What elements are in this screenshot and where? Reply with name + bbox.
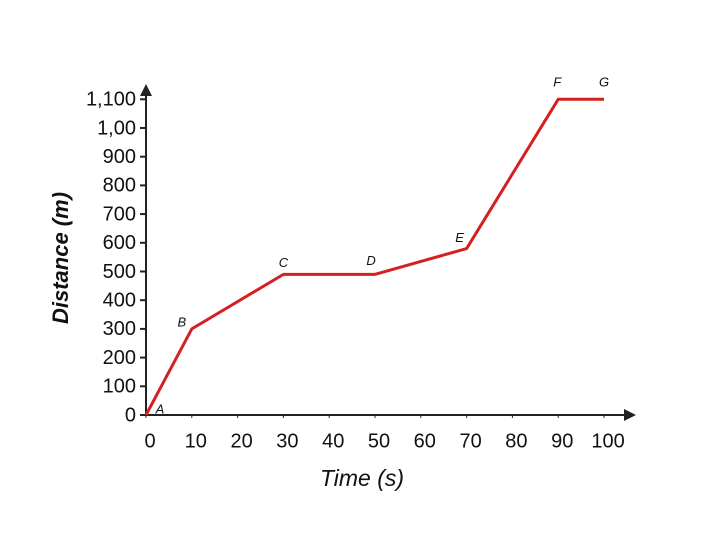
y-tick-label: 700 — [103, 203, 136, 225]
point-label: B — [177, 314, 186, 329]
y-tick-label: 0 — [125, 404, 136, 426]
x-tick-label: 90 — [551, 430, 573, 452]
y-tick-label: 900 — [103, 146, 136, 168]
y-tick-label: 200 — [103, 347, 136, 369]
x-tick-label: 100 — [591, 430, 624, 452]
x-tick-label: 40 — [322, 430, 344, 452]
x-tick-label: 0 — [144, 430, 155, 452]
y-axis-label: Distance (m) — [48, 192, 73, 324]
y-tick-label: 1,100 — [86, 89, 136, 111]
x-axis-label: Time (s) — [320, 465, 404, 491]
x-tick-label: 60 — [414, 430, 436, 452]
y-tick-label: 1,00 — [97, 117, 136, 139]
x-tick-label: 20 — [230, 430, 252, 452]
y-tick-label: 500 — [103, 261, 136, 283]
point-label: E — [455, 230, 464, 245]
point-label: C — [279, 255, 289, 270]
x-tick-label: 50 — [368, 430, 390, 452]
y-tick-label: 600 — [103, 232, 136, 254]
x-tick-label: 30 — [276, 430, 298, 452]
y-tick-label: 800 — [103, 175, 136, 197]
y-tick-label: 300 — [103, 318, 136, 340]
point-label: F — [553, 75, 562, 90]
point-label: G — [599, 75, 609, 90]
point-label: A — [155, 401, 165, 416]
x-tick-label: 10 — [185, 430, 207, 452]
x-tick-label: 80 — [505, 430, 527, 452]
point-label: D — [366, 253, 375, 268]
x-tick-label: 70 — [459, 430, 481, 452]
line — [144, 97, 605, 416]
y-tick-label: 400 — [103, 289, 136, 311]
y-tick-label: 100 — [103, 376, 136, 398]
